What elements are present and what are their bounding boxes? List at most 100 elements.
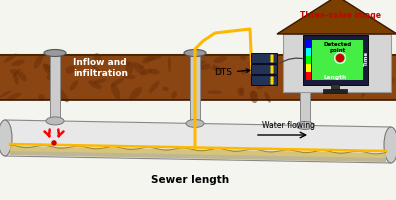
- Ellipse shape: [256, 60, 266, 69]
- Text: DTS: DTS: [214, 68, 250, 77]
- Circle shape: [271, 68, 273, 71]
- Ellipse shape: [378, 58, 386, 75]
- Text: Sewer length: Sewer length: [151, 175, 229, 185]
- Ellipse shape: [203, 63, 211, 70]
- Ellipse shape: [140, 69, 152, 75]
- Bar: [0, 55, 396, 100]
- Bar: [323, 89, 347, 93]
- Circle shape: [271, 58, 273, 60]
- FancyBboxPatch shape: [251, 53, 278, 64]
- Ellipse shape: [129, 87, 142, 100]
- Bar: [306, 40, 311, 48]
- Ellipse shape: [193, 60, 204, 70]
- Bar: [306, 72, 311, 80]
- Ellipse shape: [358, 75, 374, 86]
- Ellipse shape: [18, 71, 27, 81]
- Ellipse shape: [288, 64, 297, 75]
- Ellipse shape: [294, 49, 316, 56]
- Bar: [190, 55, 200, 123]
- Ellipse shape: [46, 74, 53, 81]
- Ellipse shape: [239, 88, 244, 97]
- Ellipse shape: [316, 57, 323, 73]
- Ellipse shape: [211, 66, 224, 71]
- Ellipse shape: [94, 53, 102, 63]
- Ellipse shape: [386, 76, 394, 86]
- FancyBboxPatch shape: [251, 64, 278, 74]
- FancyBboxPatch shape: [251, 75, 278, 86]
- Ellipse shape: [282, 83, 288, 89]
- Circle shape: [271, 66, 273, 68]
- Ellipse shape: [149, 69, 160, 75]
- Ellipse shape: [213, 64, 222, 75]
- Ellipse shape: [43, 63, 55, 74]
- Ellipse shape: [316, 82, 322, 89]
- Ellipse shape: [375, 83, 383, 92]
- Bar: [50, 55, 60, 121]
- Circle shape: [271, 77, 273, 79]
- Ellipse shape: [241, 69, 246, 75]
- Ellipse shape: [110, 78, 124, 87]
- Ellipse shape: [139, 65, 144, 69]
- Bar: [303, 35, 368, 85]
- Ellipse shape: [65, 66, 75, 74]
- Ellipse shape: [7, 93, 21, 100]
- Ellipse shape: [192, 60, 206, 65]
- Ellipse shape: [240, 55, 246, 60]
- Polygon shape: [277, 0, 396, 34]
- Ellipse shape: [0, 120, 12, 156]
- Ellipse shape: [43, 64, 53, 75]
- Ellipse shape: [11, 60, 25, 66]
- Polygon shape: [10, 151, 386, 162]
- Bar: [306, 48, 311, 56]
- Ellipse shape: [313, 83, 320, 90]
- Ellipse shape: [13, 73, 19, 85]
- Ellipse shape: [124, 60, 130, 66]
- Ellipse shape: [111, 83, 120, 99]
- Ellipse shape: [190, 74, 200, 79]
- Ellipse shape: [257, 81, 267, 89]
- Text: Water flowing: Water flowing: [262, 121, 315, 130]
- Ellipse shape: [44, 49, 66, 56]
- Text: Length: Length: [324, 75, 346, 80]
- Ellipse shape: [362, 56, 379, 61]
- Ellipse shape: [92, 65, 102, 76]
- Ellipse shape: [207, 91, 223, 94]
- Ellipse shape: [10, 69, 19, 75]
- Ellipse shape: [58, 89, 69, 102]
- Ellipse shape: [301, 87, 308, 93]
- Ellipse shape: [384, 127, 396, 163]
- Ellipse shape: [162, 87, 169, 91]
- Ellipse shape: [296, 121, 314, 129]
- Bar: [283, 34, 391, 92]
- Ellipse shape: [315, 58, 322, 65]
- Circle shape: [52, 141, 56, 145]
- Circle shape: [271, 82, 273, 84]
- Text: Time: Time: [364, 50, 369, 66]
- Ellipse shape: [349, 79, 353, 89]
- Bar: [300, 55, 310, 125]
- Ellipse shape: [265, 92, 271, 103]
- Ellipse shape: [327, 81, 331, 88]
- Ellipse shape: [171, 91, 177, 98]
- Ellipse shape: [88, 80, 102, 89]
- Bar: [331, 84, 339, 90]
- Ellipse shape: [0, 90, 11, 97]
- Ellipse shape: [184, 49, 206, 56]
- Ellipse shape: [286, 70, 296, 80]
- Ellipse shape: [250, 91, 257, 98]
- Circle shape: [271, 55, 273, 57]
- Ellipse shape: [361, 91, 366, 98]
- Ellipse shape: [132, 62, 146, 74]
- Ellipse shape: [272, 78, 278, 84]
- Text: Inflow and
infiltration: Inflow and infiltration: [73, 58, 128, 78]
- Ellipse shape: [186, 119, 204, 127]
- Circle shape: [271, 79, 273, 82]
- Ellipse shape: [362, 58, 371, 67]
- Ellipse shape: [213, 56, 227, 63]
- Text: Detected
point: Detected point: [324, 42, 352, 53]
- Ellipse shape: [149, 81, 160, 93]
- Ellipse shape: [70, 81, 78, 90]
- Circle shape: [337, 54, 344, 62]
- Bar: [306, 64, 311, 72]
- Ellipse shape: [304, 87, 316, 93]
